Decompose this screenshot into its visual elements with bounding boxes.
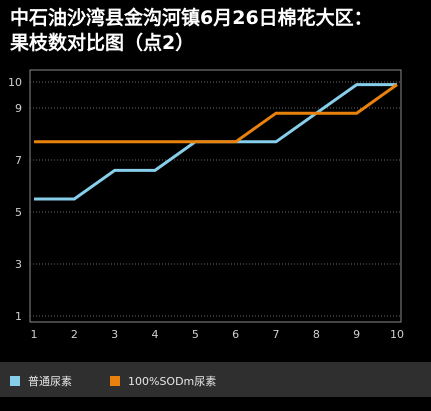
series-line-2 (34, 83, 398, 144)
legend-swatch (110, 376, 120, 386)
legend-item-1: 普通尿素 (10, 373, 72, 389)
x-tick-label: 3 (111, 328, 118, 341)
x-tick-label: 1 (31, 328, 38, 341)
legend-item-2: 100%SODm尿素 (110, 373, 216, 389)
y-tick-label: 5 (15, 206, 22, 219)
y-tick-label: 1 (15, 310, 22, 323)
y-tick-label: 9 (15, 102, 22, 115)
x-tick-label: 8 (313, 328, 320, 341)
y-tick-label: 10 (8, 76, 22, 89)
x-tick-label: 5 (192, 328, 199, 341)
legend: 普通尿素 100%SODm尿素 (0, 362, 431, 397)
chart-title: 中石油沙湾县金沟河镇6月26日棉花大区： 果枝数对比图（点2） (10, 6, 425, 56)
line-chart: 1 3 5 7 9 10 1 2 3 4 5 6 7 8 9 10 (8, 69, 404, 341)
legend-swatch (10, 376, 20, 386)
y-tick-label: 3 (15, 258, 22, 271)
x-tick-label: 10 (390, 328, 404, 341)
x-tick-label: 4 (152, 328, 159, 341)
legend-label: 100%SODm尿素 (128, 375, 217, 388)
chart-title-line-2: 果枝数对比图（点2） (10, 32, 195, 54)
x-tick-label: 7 (273, 328, 280, 341)
legend-label: 普通尿素 (28, 375, 72, 388)
chart-title-line-1: 中石油沙湾县金沟河镇6月26日棉花大区： (10, 7, 373, 29)
x-tick-label: 9 (353, 328, 360, 341)
x-tick-label: 2 (71, 328, 78, 341)
y-tick-label: 7 (15, 154, 22, 167)
x-tick-label: 6 (232, 328, 239, 341)
